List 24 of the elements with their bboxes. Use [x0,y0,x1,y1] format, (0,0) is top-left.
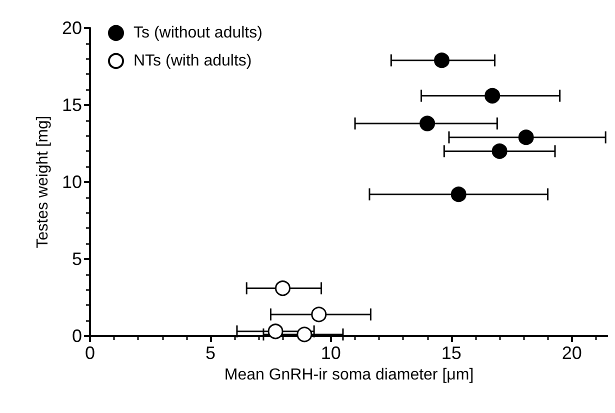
x-tick-label: 0 [84,343,96,363]
y-tick-label: 15 [62,95,82,115]
point [311,306,327,322]
point [492,143,508,159]
point [275,280,290,296]
y-tick-label: 20 [62,18,82,38]
point [434,52,450,68]
legend-label: Ts (without adults) [134,24,262,42]
y-axis-title: Testes weight [mg] [34,116,52,248]
point [518,130,534,146]
x-tick-label: 5 [205,343,216,363]
x-tick-label: 15 [441,343,462,363]
point [484,88,500,104]
x-tick-label: 20 [562,343,582,363]
point [268,324,284,340]
legend-label: NTs (with adults) [134,52,252,70]
y-tick-label: 0 [72,326,82,346]
point [420,116,436,132]
point [450,186,466,202]
point [296,326,312,342]
y-tick-label: 10 [62,172,82,192]
x-tick-label: 10 [320,343,341,363]
y-tick-label: 5 [72,249,82,269]
x-axis-title: Mean GnRH-ir soma diameter [μm] [224,366,474,384]
